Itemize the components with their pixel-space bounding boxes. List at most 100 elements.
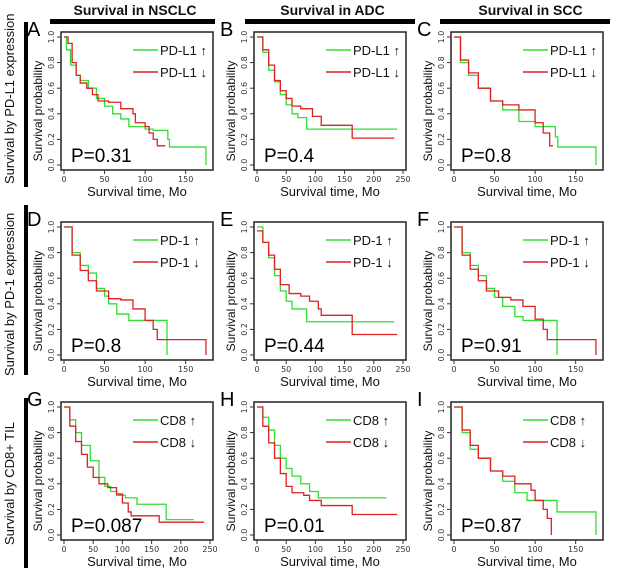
x-tick-label: 150 [568, 175, 583, 184]
y-tick-label: 0.4 [437, 297, 446, 310]
legend-label: PD-L1 ↓ [550, 65, 597, 80]
survival-curve-low [64, 226, 207, 355]
x-tick-label: 100 [137, 365, 152, 374]
p-value: P=0.087 [71, 516, 142, 537]
x-tick-label: 0 [61, 545, 66, 554]
x-tick-label: 150 [337, 175, 352, 184]
x-axis-label: Survival time, Mo [87, 554, 187, 569]
survival-curve-high [257, 36, 398, 130]
y-tick-label: 0.6 [240, 82, 249, 95]
y-tick-label: 0.0 [240, 349, 249, 362]
y-tick-label: 0.8 [47, 56, 56, 69]
panel-letter: B [220, 19, 233, 41]
x-axis-label: Survival time, Mo [87, 184, 187, 199]
y-tick-label: 0.8 [437, 56, 446, 69]
legend-label: PD-1 ↑ [550, 233, 590, 248]
y-tick-label: 0.4 [240, 297, 249, 310]
plot-frame [253, 221, 407, 361]
survival-curve-high [257, 406, 387, 499]
survival-curve-low [257, 230, 398, 336]
panel-letter: E [220, 209, 233, 231]
p-value: P=0.4 [264, 146, 315, 167]
x-tick-label: 0 [451, 175, 456, 184]
y-axis-label: Survival probability [224, 251, 238, 352]
y-tick-label: 1.0 [437, 401, 446, 414]
legend-label: PD-L1 ↓ [353, 65, 400, 80]
y-tick-label: 0.4 [47, 477, 56, 490]
legend-label: CD8 ↑ [160, 413, 196, 428]
p-value: P=0.01 [264, 516, 325, 537]
x-axis-label: Survival time, Mo [477, 554, 577, 569]
y-tick-label: 0.6 [437, 82, 446, 95]
panel-letter: D [27, 209, 41, 231]
x-tick-label: 150 [144, 545, 159, 554]
y-tick-label: 0.6 [47, 452, 56, 465]
y-tick-label: 0.0 [240, 159, 249, 172]
x-tick-label: 0 [61, 175, 66, 184]
legend-label: CD8 ↓ [353, 435, 389, 450]
y-axis-label: Survival probability [224, 431, 238, 532]
row-bar [24, 22, 28, 187]
x-tick-label: 250 [395, 545, 410, 554]
y-tick-label: 0.0 [47, 159, 56, 172]
p-value: P=0.8 [71, 336, 121, 357]
x-tick-label: 250 [395, 175, 410, 184]
x-tick-label: 50 [281, 365, 291, 374]
plot-frame [253, 401, 407, 541]
y-tick-label: 1.0 [240, 31, 249, 44]
y-tick-label: 0.0 [437, 349, 446, 362]
row-bar [24, 205, 28, 375]
y-tick-label: 0.0 [437, 529, 446, 542]
y-tick-label: 0.0 [47, 529, 56, 542]
column-bar [50, 19, 215, 24]
y-tick-label: 1.0 [47, 401, 56, 414]
x-axis-label: Survival time, Mo [87, 374, 187, 389]
p-value: P=0.91 [461, 336, 522, 357]
y-tick-label: 0.2 [437, 323, 446, 336]
x-axis-label: Survival time, Mo [280, 554, 380, 569]
legend-label: PD-1 ↓ [160, 255, 200, 270]
y-tick-label: 1.0 [47, 31, 56, 44]
x-tick-label: 100 [308, 365, 323, 374]
x-tick-label: 0 [61, 365, 66, 374]
p-value: P=0.8 [461, 146, 511, 167]
panel-letter: G [27, 389, 43, 411]
y-tick-label: 0.4 [47, 107, 56, 120]
y-axis-label: Survival probability [224, 61, 238, 162]
x-tick-label: 250 [202, 545, 217, 554]
y-axis-label: Survival probability [421, 431, 435, 532]
survival-curve-high [454, 226, 558, 355]
x-tick-label: 0 [451, 365, 456, 374]
x-tick-label: 100 [308, 545, 323, 554]
survival-curve-low [454, 36, 553, 147]
y-axis-label: Survival probability [421, 251, 435, 352]
y-axis-label: Survival probability [31, 61, 45, 162]
x-tick-label: 150 [568, 545, 583, 554]
x-tick-label: 50 [489, 365, 499, 374]
y-tick-label: 1.0 [437, 221, 446, 234]
y-tick-label: 0.2 [240, 323, 249, 336]
y-tick-label: 0.8 [240, 246, 249, 259]
x-axis-label: Survival time, Mo [280, 374, 380, 389]
survival-curve-low [257, 36, 395, 139]
p-value: P=0.31 [71, 146, 132, 167]
x-tick-label: 100 [115, 545, 130, 554]
x-axis-label: Survival time, Mo [280, 184, 380, 199]
y-tick-label: 0.0 [240, 529, 249, 542]
y-tick-label: 0.8 [47, 246, 56, 259]
y-tick-label: 0.6 [47, 82, 56, 95]
plot-frame [450, 401, 604, 541]
p-value: P=0.44 [264, 336, 325, 357]
x-tick-label: 250 [395, 365, 410, 374]
y-tick-label: 0.4 [437, 107, 446, 120]
x-tick-label: 100 [527, 365, 542, 374]
y-tick-label: 0.2 [47, 133, 56, 146]
x-tick-label: 100 [527, 175, 542, 184]
legend-label: PD-L1 ↓ [160, 65, 207, 80]
survival-curve-low [454, 226, 597, 355]
x-tick-label: 50 [88, 545, 98, 554]
x-tick-label: 200 [366, 175, 381, 184]
legend-label: PD-1 ↑ [160, 233, 200, 248]
x-tick-label: 100 [308, 175, 323, 184]
